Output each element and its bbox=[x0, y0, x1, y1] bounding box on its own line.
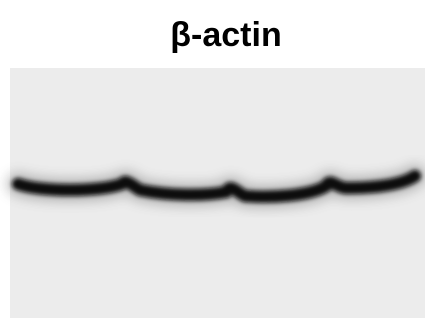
blot-title: β-actin bbox=[170, 16, 281, 54]
blot-figure: β-actin bbox=[0, 0, 425, 318]
